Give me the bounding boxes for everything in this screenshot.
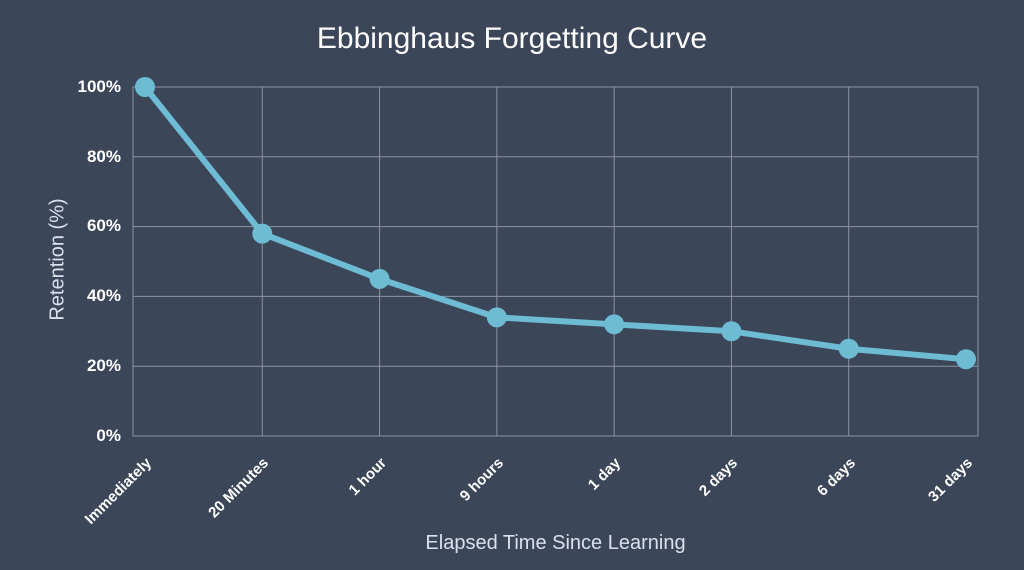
- y-tick-label: 80%: [87, 147, 121, 167]
- y-tick-label: 20%: [87, 356, 121, 376]
- y-tick-label: 100%: [78, 77, 121, 97]
- y-tick-label: 60%: [87, 216, 121, 236]
- chart-title: Ebbinghaus Forgetting Curve: [0, 22, 1024, 56]
- y-axis-label: Retention (%): [47, 160, 70, 360]
- chart-svg: [0, 0, 1024, 570]
- y-tick-label: 40%: [87, 286, 121, 306]
- y-tick-label: 0%: [96, 426, 121, 446]
- x-axis-label: Elapsed Time Since Learning: [133, 532, 978, 555]
